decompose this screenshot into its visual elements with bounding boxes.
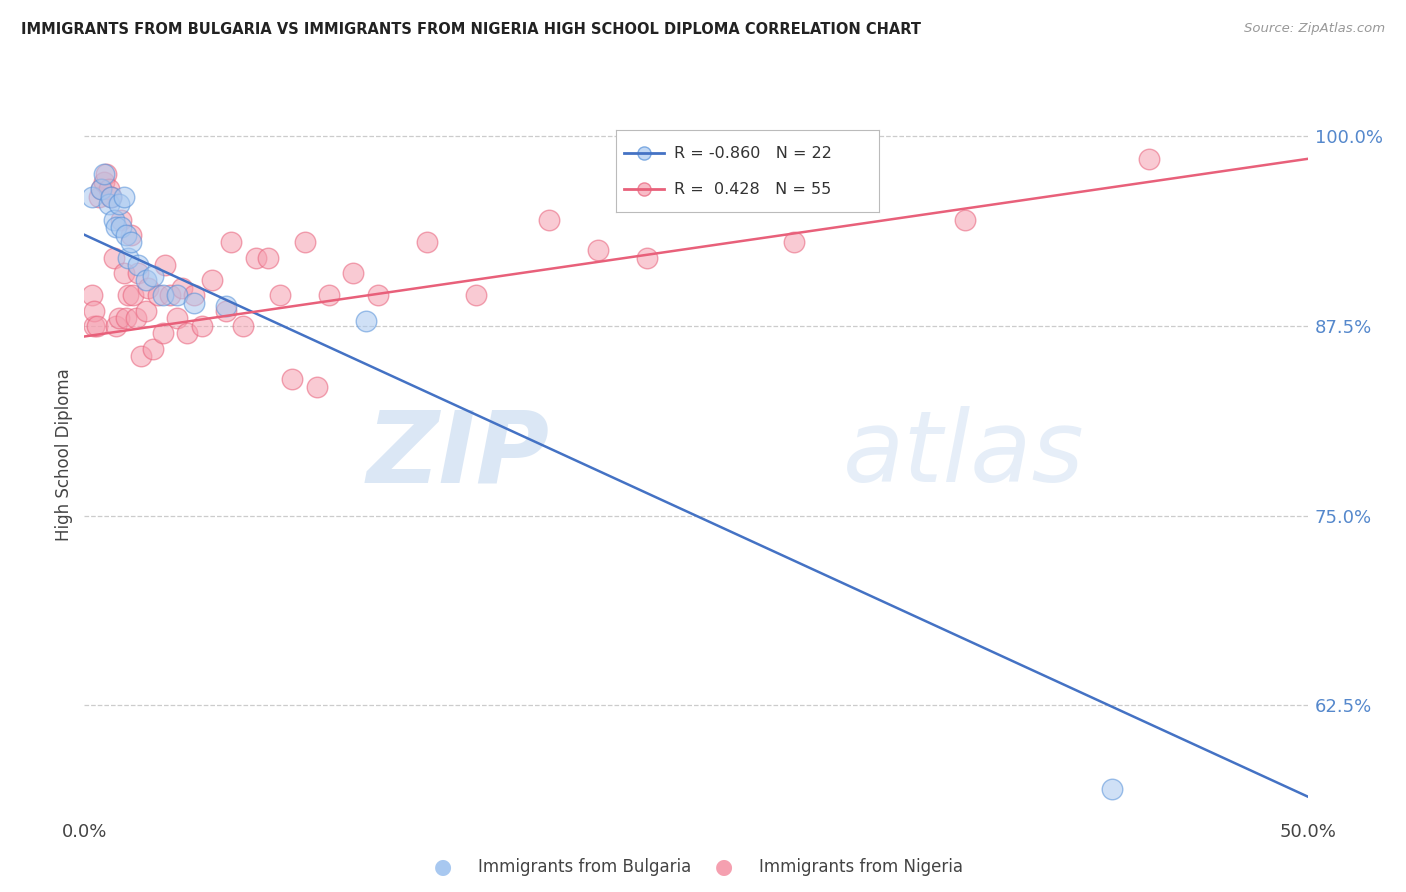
Point <box>135 303 157 318</box>
Text: Source: ZipAtlas.com: Source: ZipAtlas.com <box>1244 22 1385 36</box>
Text: ●: ● <box>716 857 733 877</box>
Point <box>538 212 561 227</box>
Y-axis label: High School Diploma: High School Diploma <box>55 368 73 541</box>
Point <box>117 251 139 265</box>
Point <box>112 266 135 280</box>
Point <box>125 311 148 326</box>
Point <box>152 288 174 302</box>
Point <box>97 182 120 196</box>
Point <box>416 235 439 250</box>
Point <box>90 182 112 196</box>
Point <box>636 251 658 265</box>
Point <box>318 288 340 302</box>
Point <box>219 235 242 250</box>
Point <box>1101 781 1123 796</box>
Point <box>166 311 188 326</box>
Point <box>107 197 129 211</box>
Point <box>136 281 159 295</box>
Point <box>152 326 174 341</box>
Point <box>200 273 222 287</box>
Point <box>215 303 238 318</box>
Point <box>135 273 157 287</box>
Point <box>232 318 254 333</box>
Point <box>153 258 176 272</box>
Point <box>215 299 238 313</box>
Point <box>122 288 145 302</box>
Point <box>117 288 139 302</box>
Point <box>110 212 132 227</box>
Point <box>146 288 169 302</box>
Point <box>633 146 655 161</box>
Point <box>90 182 112 196</box>
Point <box>305 379 328 393</box>
Point <box>172 281 194 295</box>
Point <box>103 212 125 227</box>
Point <box>183 288 205 302</box>
Point <box>1137 152 1160 166</box>
Point <box>586 243 609 257</box>
Point <box>120 227 142 242</box>
Point <box>166 288 188 302</box>
Point <box>127 266 149 280</box>
Text: Immigrants from Nigeria: Immigrants from Nigeria <box>759 858 963 876</box>
Point <box>107 311 129 326</box>
Point <box>100 190 122 204</box>
Point <box>245 251 267 265</box>
Point <box>87 190 110 204</box>
Text: atlas: atlas <box>842 407 1084 503</box>
Point <box>127 258 149 272</box>
Text: IMMIGRANTS FROM BULGARIA VS IMMIGRANTS FROM NIGERIA HIGH SCHOOL DIPLOMA CORRELAT: IMMIGRANTS FROM BULGARIA VS IMMIGRANTS F… <box>21 22 921 37</box>
Text: Immigrants from Bulgaria: Immigrants from Bulgaria <box>478 858 692 876</box>
Point <box>953 212 976 227</box>
Point <box>96 167 118 181</box>
Point <box>115 227 138 242</box>
Point <box>105 318 128 333</box>
Point <box>86 318 108 333</box>
Point <box>269 288 291 302</box>
Point <box>354 314 377 328</box>
Point <box>103 251 125 265</box>
Point <box>115 311 138 326</box>
Point <box>110 220 132 235</box>
Point <box>257 251 280 265</box>
Point <box>80 288 103 302</box>
Point <box>183 296 205 310</box>
Point <box>294 235 316 250</box>
Point <box>159 288 181 302</box>
Point <box>633 182 655 196</box>
Text: R = -0.860   N = 22: R = -0.860 N = 22 <box>675 145 832 161</box>
Point <box>281 372 304 386</box>
Point <box>93 175 115 189</box>
Point <box>464 288 486 302</box>
Point <box>191 318 214 333</box>
Point <box>100 190 122 204</box>
Point <box>783 235 806 250</box>
Point <box>142 342 165 356</box>
Point <box>93 167 115 181</box>
Point <box>342 266 364 280</box>
Text: R =  0.428   N = 55: R = 0.428 N = 55 <box>675 182 831 197</box>
Point <box>129 349 152 363</box>
Point <box>97 197 120 211</box>
Point <box>105 220 128 235</box>
Text: ●: ● <box>434 857 451 877</box>
Point <box>142 268 165 283</box>
Point <box>120 235 142 250</box>
Point <box>176 326 198 341</box>
Point <box>80 190 103 204</box>
Point <box>83 318 105 333</box>
Text: ZIP: ZIP <box>366 407 550 503</box>
Point <box>112 190 135 204</box>
Point <box>367 288 389 302</box>
Point <box>83 303 105 318</box>
